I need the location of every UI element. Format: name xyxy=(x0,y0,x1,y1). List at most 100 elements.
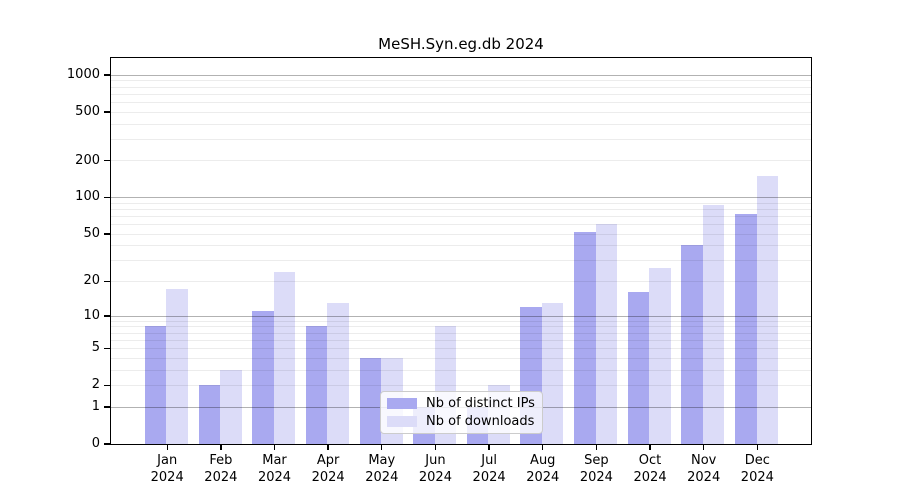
minor-gridline xyxy=(110,123,811,125)
y-tick-label: 500 xyxy=(75,103,100,119)
minor-gridline xyxy=(110,202,811,204)
x-tick-label: Jun 2024 xyxy=(418,453,452,485)
legend-item-label: Nb of distinct IPs xyxy=(426,396,535,412)
x-tick-label: Sep 2024 xyxy=(579,453,613,485)
minor-gridline xyxy=(110,138,811,140)
minor-gridline xyxy=(110,111,811,113)
y-tick xyxy=(104,384,111,386)
bar-distinct-ips xyxy=(574,231,596,444)
bar-downloads xyxy=(595,224,618,444)
minor-gridline xyxy=(110,215,811,217)
bar-downloads xyxy=(649,267,671,444)
y-tick-label: 200 xyxy=(75,152,100,168)
minor-gridline xyxy=(110,339,811,341)
minor-gridline xyxy=(110,208,811,210)
y-tick xyxy=(104,196,111,199)
y-tick-label: 1000 xyxy=(66,66,100,82)
y-tick-label: 10 xyxy=(83,307,100,323)
x-tick xyxy=(381,444,383,450)
y-tick-label: 0 xyxy=(91,436,100,451)
y-tick xyxy=(104,160,111,162)
y-tick-label: 5 xyxy=(91,340,100,356)
major-gridline xyxy=(110,315,811,317)
bar-downloads xyxy=(220,369,242,444)
y-tick xyxy=(104,111,111,113)
y-tick-label: 100 xyxy=(75,189,100,205)
x-tick-label: Jul 2024 xyxy=(472,453,506,485)
minor-gridline xyxy=(110,160,811,162)
x-tick xyxy=(434,444,437,450)
y-tick xyxy=(104,315,111,317)
major-gridline xyxy=(110,74,811,76)
bar-downloads xyxy=(273,271,296,444)
minor-gridline xyxy=(110,224,811,226)
y-tick-label: 50 xyxy=(83,225,100,241)
x-tick xyxy=(703,444,705,450)
x-tick xyxy=(488,444,490,450)
y-tick xyxy=(104,280,111,283)
bar-downloads xyxy=(541,302,564,444)
x-tick-label: Oct 2024 xyxy=(633,453,667,485)
minor-gridline xyxy=(110,369,811,371)
x-tick xyxy=(595,444,598,450)
grid-layer xyxy=(110,58,811,444)
legend-item-label: Nb of downloads xyxy=(426,413,535,429)
bar-downloads xyxy=(327,302,349,444)
minor-gridline xyxy=(110,326,811,328)
x-tick xyxy=(220,444,222,450)
minor-gridline xyxy=(110,233,811,235)
y-tick-label: 2 xyxy=(91,377,100,393)
bar-downloads xyxy=(166,289,188,444)
legend-item: Nb of downloads xyxy=(387,414,536,429)
x-tick-label: Dec 2024 xyxy=(740,453,774,485)
bar-distinct-ips xyxy=(627,292,650,444)
y-tick xyxy=(104,347,111,349)
minor-gridline xyxy=(110,93,811,95)
y-tick xyxy=(104,74,111,76)
bar-downloads xyxy=(702,205,725,444)
y-tick-label: 1 xyxy=(91,398,100,414)
x-tick xyxy=(327,444,329,450)
minor-gridline xyxy=(110,80,811,82)
legend-swatch-distinct-ips xyxy=(387,398,417,410)
y-tick xyxy=(104,233,111,235)
minor-gridline xyxy=(110,101,811,103)
legend: Nb of distinct IPs Nb of downloads xyxy=(380,391,543,434)
minor-gridline xyxy=(110,281,811,283)
x-tick xyxy=(756,444,759,450)
x-tick-label: Apr 2024 xyxy=(311,453,345,485)
plot-area xyxy=(109,56,812,445)
minor-gridline xyxy=(110,357,811,359)
x-tick xyxy=(273,444,276,450)
x-tick xyxy=(166,444,168,450)
minor-gridline xyxy=(110,320,811,322)
bar-distinct-ips xyxy=(252,310,274,444)
x-tick xyxy=(542,444,544,450)
bar-downloads xyxy=(756,176,779,444)
x-tick-label: May 2024 xyxy=(365,453,399,485)
bar-distinct-ips xyxy=(735,213,757,444)
x-tick-label: Mar 2024 xyxy=(257,453,292,485)
x-tick-label: Nov 2024 xyxy=(687,453,721,485)
minor-gridline xyxy=(110,347,811,349)
minor-gridline xyxy=(110,332,811,334)
y-tick xyxy=(104,443,111,445)
legend-item: Nb of distinct IPs xyxy=(387,396,536,411)
bar-distinct-ips xyxy=(144,326,167,444)
minor-gridline xyxy=(110,385,811,387)
bar-distinct-ips xyxy=(198,385,221,444)
bar-distinct-ips xyxy=(359,357,381,444)
chart-title: MeSH.Syn.eg.db 2024 xyxy=(378,35,544,53)
y-tick xyxy=(104,406,111,408)
x-tick-label: Aug 2024 xyxy=(526,453,560,485)
x-tick-label: Jan 2024 xyxy=(150,453,184,485)
major-gridline xyxy=(110,197,811,199)
x-tick-label: Feb 2024 xyxy=(204,453,238,485)
minor-gridline xyxy=(110,260,811,262)
minor-gridline xyxy=(110,245,811,247)
legend-swatch-downloads xyxy=(387,415,417,427)
x-tick xyxy=(649,444,651,450)
bar-distinct-ips xyxy=(681,245,703,444)
minor-gridline xyxy=(110,86,811,88)
